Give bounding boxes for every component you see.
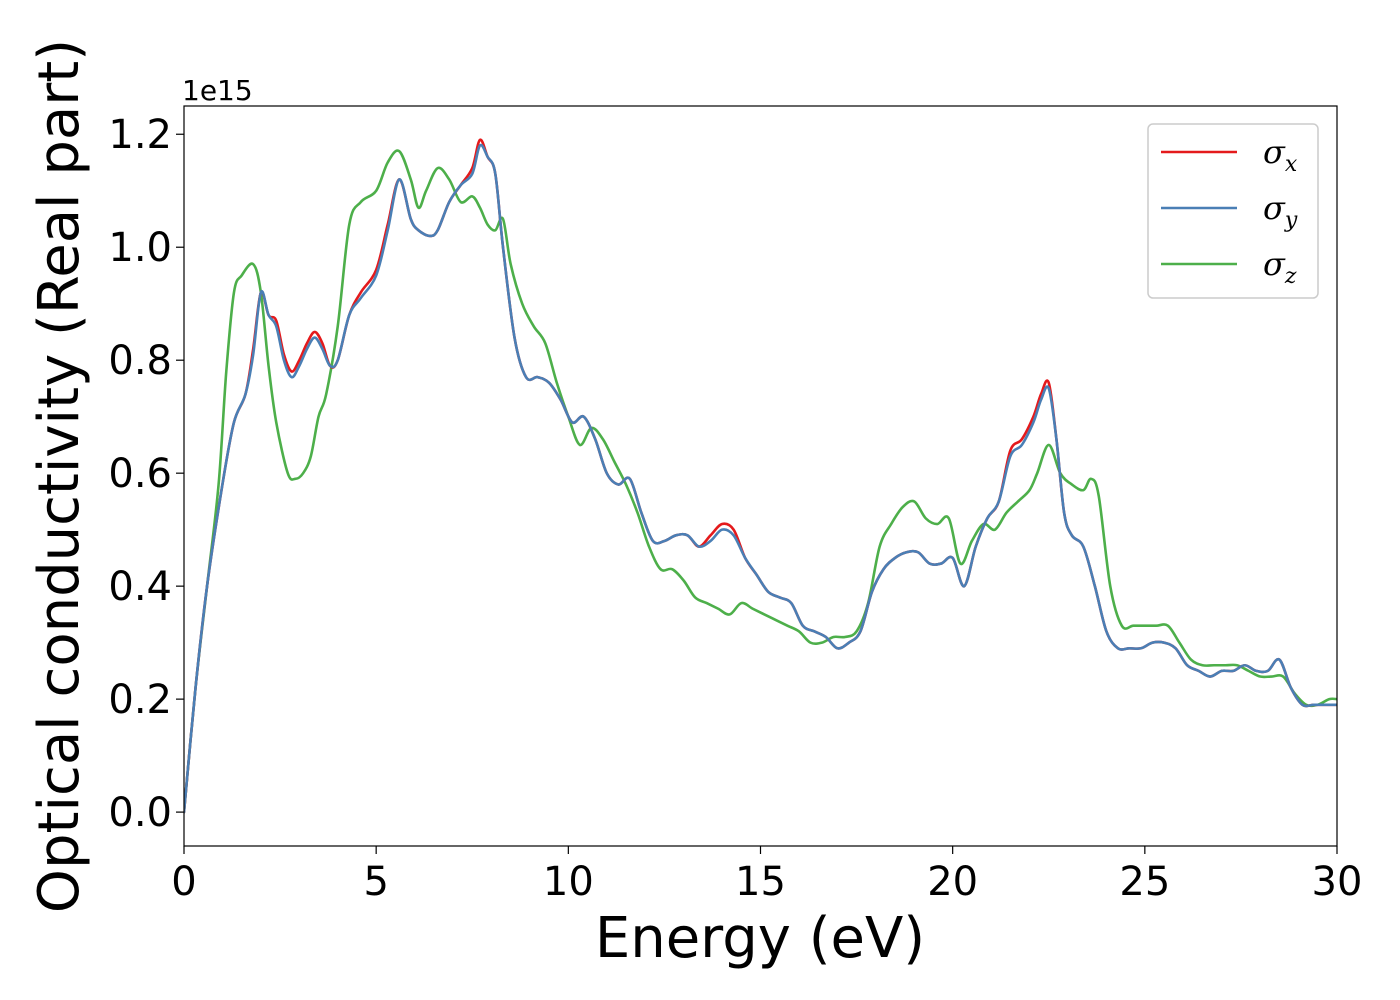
x-axis: 0 5 10 15 20 25 30 xyxy=(171,846,1362,905)
x-tick-label: 20 xyxy=(927,859,978,905)
y-tick-label: 0.0 xyxy=(108,790,172,836)
series-lines xyxy=(184,138,1337,814)
y-tick-label: 0.4 xyxy=(108,564,172,610)
y-offset-label: 1e15 xyxy=(182,74,253,107)
y-axis: 0.0 0.2 0.4 0.6 0.8 1.0 1.2 xyxy=(108,112,184,836)
x-tick-label: 30 xyxy=(1312,859,1363,905)
y-tick-label: 0.2 xyxy=(108,677,172,723)
y-tick-label: 0.6 xyxy=(108,451,172,497)
series-line-y xyxy=(184,143,1337,814)
x-tick-label: 5 xyxy=(363,859,388,905)
y-axis-label: Optical conductivity (Real part) xyxy=(27,39,92,913)
series-line-z xyxy=(184,149,1337,814)
x-tick-label: 25 xyxy=(1119,859,1170,905)
y-tick-label: 1.2 xyxy=(108,112,172,158)
y-tick-label: 1.0 xyxy=(108,225,172,271)
x-axis-label: Energy (eV) xyxy=(595,906,925,971)
x-tick-label: 15 xyxy=(735,859,786,905)
legend-frame xyxy=(1147,123,1319,299)
x-tick-label: 0 xyxy=(171,859,196,905)
x-tick-label: 10 xyxy=(543,859,594,905)
y-tick-label: 0.8 xyxy=(108,338,172,384)
